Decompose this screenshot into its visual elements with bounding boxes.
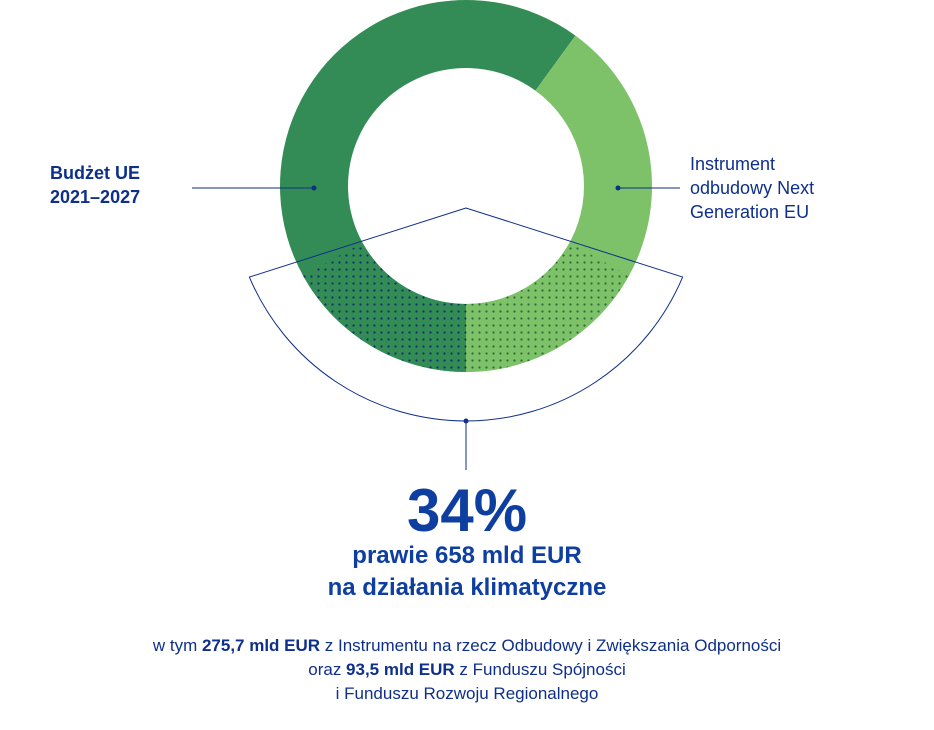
highlight-segment-budzet [303, 242, 466, 372]
funding-note: w tym 275,7 mld EUR z Instrumentu na rze… [0, 634, 934, 706]
label-line: 2021–2027 [50, 187, 141, 207]
label-line: Instrument [690, 154, 776, 174]
climate-share-percent: 34% [406, 477, 528, 544]
label-line: odbudowy Next [690, 178, 815, 198]
note-amount: 93,5 mld EUR [346, 660, 455, 679]
note-text: w tym [152, 636, 202, 655]
note-text: z Instrumentu na rzecz Odbudowy i Zwięks… [320, 636, 782, 655]
legend-label-next-generation-eu: Instrument odbudowy Next Generation EU [690, 152, 880, 224]
label-line: Generation EU [690, 202, 810, 222]
note-amount: 275,7 mld EUR [201, 636, 321, 655]
label-line: Budżet UE [50, 163, 140, 183]
note-text: z Funduszu Spójności [454, 660, 626, 679]
donut-chart [192, 0, 684, 470]
highlight-segment-ngeu [466, 242, 629, 372]
headline-line-1: prawie 658 mld EUR [352, 542, 582, 569]
note-line-3: i Funduszu Rozwoju Regionalnego [335, 684, 599, 703]
legend-label-budzet: Budżet UE 2021–2027 [50, 161, 200, 209]
note-line-1: w tym 275,7 mld EUR z Instrumentu na rze… [0, 634, 934, 658]
note-line-2: oraz 93,5 mld EUR z Funduszu Spójności [0, 658, 934, 682]
climate-headline: prawie 658 mld EUR na działania klimatyc… [0, 540, 934, 604]
headline-line-2: na działania klimatyczne [327, 574, 607, 601]
leader-dot-ngeu [615, 185, 621, 191]
note-text: oraz [308, 660, 347, 679]
leader-dot-budzet [311, 185, 317, 191]
